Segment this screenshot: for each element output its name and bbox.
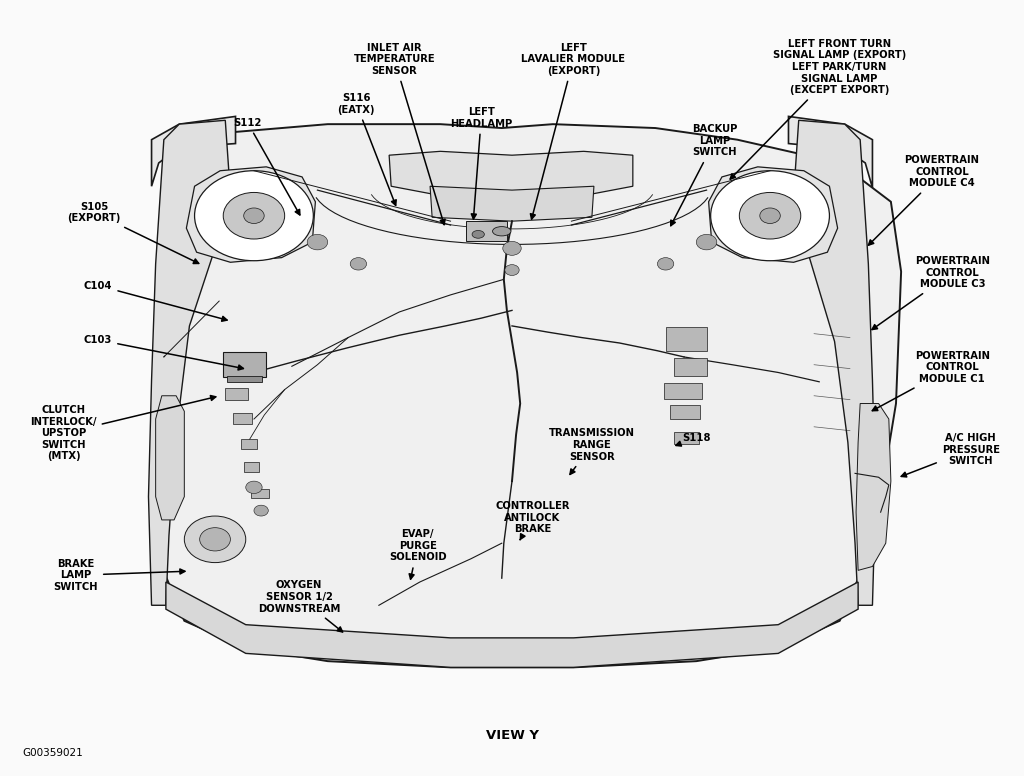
Text: S112: S112 xyxy=(233,118,300,215)
Bar xyxy=(225,388,248,400)
Bar xyxy=(227,376,262,382)
Bar xyxy=(670,405,700,419)
Circle shape xyxy=(195,171,313,261)
Ellipse shape xyxy=(472,230,484,238)
Text: G00359021: G00359021 xyxy=(23,748,83,757)
Bar xyxy=(674,358,707,376)
Polygon shape xyxy=(166,582,858,667)
Circle shape xyxy=(739,192,801,239)
Text: OXYGEN
SENSOR 1/2
DOWNSTREAM: OXYGEN SENSOR 1/2 DOWNSTREAM xyxy=(258,580,343,632)
Bar xyxy=(251,489,269,498)
Circle shape xyxy=(223,192,285,239)
Polygon shape xyxy=(709,167,838,262)
Text: BACKUP
LAMP
SWITCH: BACKUP LAMP SWITCH xyxy=(671,124,737,226)
Circle shape xyxy=(307,234,328,250)
Polygon shape xyxy=(152,124,901,667)
Text: CONTROLLER
ANTILOCK
BRAKE: CONTROLLER ANTILOCK BRAKE xyxy=(496,501,569,540)
Text: CLUTCH
INTERLOCK/
UPSTOP
SWITCH
(MTX): CLUTCH INTERLOCK/ UPSTOP SWITCH (MTX) xyxy=(31,396,216,462)
Polygon shape xyxy=(430,186,594,221)
Text: A/C HIGH
PRESSURE
SWITCH: A/C HIGH PRESSURE SWITCH xyxy=(901,433,999,477)
Polygon shape xyxy=(186,167,315,262)
Bar xyxy=(233,413,252,424)
Circle shape xyxy=(184,516,246,563)
Bar xyxy=(241,439,257,449)
Circle shape xyxy=(254,505,268,516)
Text: LEFT
HEADLAMP: LEFT HEADLAMP xyxy=(451,107,512,219)
Bar xyxy=(674,432,699,444)
Bar xyxy=(244,462,259,472)
Polygon shape xyxy=(148,120,230,605)
Ellipse shape xyxy=(493,227,511,236)
Polygon shape xyxy=(794,120,876,605)
Circle shape xyxy=(503,241,521,255)
Text: LEFT FRONT TURN
SIGNAL LAMP (EXPORT)
LEFT PARK/TURN
SIGNAL LAMP
(EXCEPT EXPORT): LEFT FRONT TURN SIGNAL LAMP (EXPORT) LEF… xyxy=(730,39,906,179)
Bar xyxy=(466,221,507,241)
Text: S116
(EATX): S116 (EATX) xyxy=(338,93,396,206)
Text: S105
(EXPORT): S105 (EXPORT) xyxy=(68,202,199,264)
Circle shape xyxy=(760,208,780,223)
Text: TRANSMISSION
RANGE
SENSOR: TRANSMISSION RANGE SENSOR xyxy=(549,428,635,474)
Text: S118: S118 xyxy=(676,433,711,446)
Circle shape xyxy=(505,265,519,275)
Bar xyxy=(666,327,707,351)
Circle shape xyxy=(200,528,230,551)
Bar xyxy=(223,352,266,377)
Polygon shape xyxy=(856,404,891,570)
Text: VIEW Y: VIEW Y xyxy=(485,729,539,742)
Text: C103: C103 xyxy=(84,335,244,370)
Polygon shape xyxy=(788,116,872,188)
Text: POWERTRAIN
CONTROL
MODULE C3: POWERTRAIN CONTROL MODULE C3 xyxy=(872,256,990,330)
Text: INLET AIR
TEMPERATURE
SENSOR: INLET AIR TEMPERATURE SENSOR xyxy=(353,43,445,224)
Text: C104: C104 xyxy=(84,281,227,321)
Circle shape xyxy=(657,258,674,270)
Bar xyxy=(664,383,702,399)
Polygon shape xyxy=(156,396,184,520)
Text: POWERTRAIN
CONTROL
MODULE C1: POWERTRAIN CONTROL MODULE C1 xyxy=(872,351,990,411)
Circle shape xyxy=(696,234,717,250)
Circle shape xyxy=(246,481,262,494)
Circle shape xyxy=(711,171,829,261)
Text: BRAKE
LAMP
SWITCH: BRAKE LAMP SWITCH xyxy=(53,559,185,592)
Circle shape xyxy=(350,258,367,270)
Text: EVAP/
PURGE
SOLENOID: EVAP/ PURGE SOLENOID xyxy=(389,529,446,579)
Circle shape xyxy=(244,208,264,223)
Polygon shape xyxy=(389,151,633,199)
Polygon shape xyxy=(152,116,236,186)
Text: LEFT
LAVALIER MODULE
(EXPORT): LEFT LAVALIER MODULE (EXPORT) xyxy=(521,43,626,219)
Text: POWERTRAIN
CONTROL
MODULE C4: POWERTRAIN CONTROL MODULE C4 xyxy=(868,155,980,245)
